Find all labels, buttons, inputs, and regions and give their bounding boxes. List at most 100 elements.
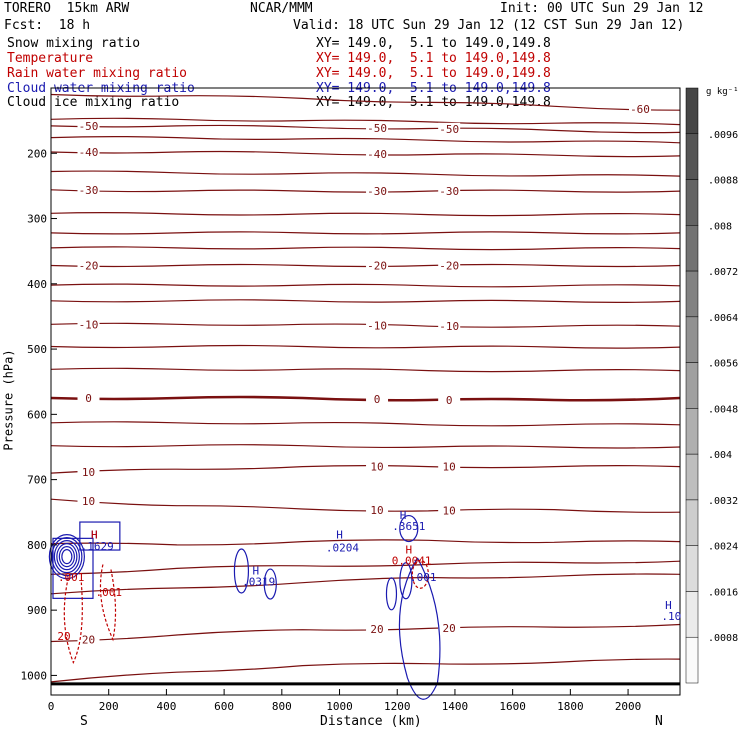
x-tick-label: 400	[156, 700, 176, 713]
x-axis-title: Distance (km)	[320, 714, 422, 729]
forecast-hour: Fcst: 18 h	[4, 18, 91, 33]
x-tick-label: 800	[272, 700, 292, 713]
isotherm-line	[50, 231, 681, 235]
colorbar-swatch	[685, 316, 699, 363]
isotherm-line	[50, 150, 681, 158]
isotherm-layer: -60 -50 -50 -50 -40 -40 -30 -30 -30 -20 -20 -20 -10 -…	[50, 93, 681, 683]
isotherm-label: -20	[367, 260, 387, 273]
field-rain-xy: XY= 149.0, 5.1 to 149.0,149.8	[316, 66, 551, 81]
isotherm-label-bg	[366, 259, 389, 272]
cloud-water-contour	[48, 534, 85, 580]
x-tick-label: 2000	[615, 700, 642, 713]
isotherm-line	[50, 421, 681, 427]
annotation-layer: H.1629H.0204H.0319H.3651.001H.10H.001.00…	[57, 509, 681, 643]
isotherm-line	[50, 573, 681, 595]
x-tick-label: 1000	[326, 700, 353, 713]
isotherm-label: 10	[443, 461, 456, 474]
rain-water-label: H	[405, 543, 412, 556]
isotherm-label-bg	[438, 622, 461, 635]
colorbar-swatch	[685, 453, 699, 501]
colorbar-label: .008	[708, 221, 732, 232]
isotherm-label-bg	[77, 633, 100, 646]
isotherm-label: 10	[82, 495, 95, 508]
isotherm-label-bg	[438, 504, 461, 517]
cloud-water-label: .0319	[242, 575, 275, 588]
colorbar-label: .0024	[708, 542, 738, 553]
y-tick-label: 300	[27, 213, 47, 226]
hydrometeor-layer	[48, 514, 441, 700]
isotherm-label-bg	[366, 504, 389, 517]
isotherm-label: -30	[79, 184, 99, 197]
colorbar-swatch	[685, 270, 699, 318]
isotherm-line	[50, 623, 681, 643]
x-tick-label: 1600	[499, 700, 526, 713]
field-snow-xy: XY= 149.0, 5.1 to 149.0,149.8	[316, 36, 551, 51]
plot-border	[50, 87, 681, 696]
isotherm-label-bg	[366, 319, 389, 332]
valid-time: Valid: 18 UTC Sun 29 Jan 12 (12 CST Sun …	[293, 18, 685, 33]
isotherm-line	[50, 658, 681, 683]
isotherm-label: 20	[443, 622, 456, 635]
isotherm-label-bg	[77, 318, 100, 331]
isotherm-line	[50, 189, 681, 193]
isotherm-line	[50, 498, 681, 513]
colorbar-label: .0088	[708, 176, 738, 187]
cloud-water-label: H	[91, 528, 98, 541]
x-end-label-south: S	[80, 714, 88, 729]
x-tick-label: 1800	[557, 700, 584, 713]
isotherm-label-bg	[77, 145, 100, 158]
isotherm-line	[50, 283, 681, 288]
isotherm-label: 0	[446, 394, 453, 407]
isotherm-label: -10	[367, 319, 387, 332]
colorbar-swatch	[685, 591, 699, 638]
colorbar-unit: g kg⁻¹	[706, 87, 739, 97]
isotherm-label: -50	[439, 123, 459, 136]
isotherm-label-bg	[77, 392, 100, 405]
cloud-water-contour	[56, 543, 78, 571]
y-tick-label: 800	[27, 539, 47, 552]
cloud-water-label: .10	[661, 610, 681, 623]
cloud-water-contour	[52, 537, 94, 599]
isotherm-line	[50, 136, 681, 144]
cloud-water-contour	[263, 568, 277, 600]
isotherm-line	[50, 395, 681, 402]
colorbar-swatch	[685, 636, 699, 684]
colorbar-swatch	[685, 362, 699, 409]
colorbar-label: .0032	[708, 496, 738, 507]
isotherm-label-bg	[438, 320, 461, 333]
isotherm-label: 10	[443, 505, 456, 518]
y-tick-label: 900	[27, 604, 47, 617]
isotherm-line	[50, 344, 681, 349]
isotherm-label: 20	[82, 634, 95, 647]
colorbar-label: .0072	[708, 267, 738, 278]
field-snow-name: Snow mixing ratio	[7, 36, 141, 51]
x-end-label-north: N	[655, 714, 663, 729]
isotherm-label: -60	[630, 103, 650, 116]
x-tick-label: 0	[48, 700, 55, 713]
isotherm-line	[50, 263, 681, 268]
init-time: Init: 00 UTC Sun 29 Jan 12	[500, 1, 704, 16]
cloud-water-contour	[399, 562, 413, 600]
isotherm-label: 0	[374, 393, 381, 406]
isotherm-line	[50, 465, 681, 474]
colorbar-swatch	[685, 225, 699, 272]
colorbar-label: .0056	[708, 359, 738, 370]
colorbar: .0096 .0088 .008 .0072 .0064 .0056 .0048 .004 .0…	[685, 87, 739, 684]
colorbar-label: .0096	[708, 130, 738, 141]
isotherm-label-bg	[438, 393, 461, 406]
isotherm-label: -50	[79, 120, 99, 133]
isotherm-label-bg	[366, 393, 389, 406]
isotherm-label-bg	[438, 122, 461, 135]
isotherm-label-bg	[629, 102, 651, 115]
isotherm-label: -10	[439, 320, 459, 333]
cloud-water-contour	[51, 537, 83, 577]
cloud-water-label: H	[253, 564, 260, 577]
isotherm-label-bg	[438, 460, 461, 473]
isotherm-line	[50, 246, 681, 251]
isotherm-label: 10	[82, 466, 95, 479]
rain-water-label: .001	[95, 586, 122, 599]
plot-frame: 0 200 400 600 800 1000 1200 1400 1600 1800 2000200…	[21, 87, 681, 713]
colorbar-swatch	[685, 133, 699, 180]
isotherm-label: -30	[439, 185, 459, 198]
isotherm-label: -40	[79, 146, 99, 159]
